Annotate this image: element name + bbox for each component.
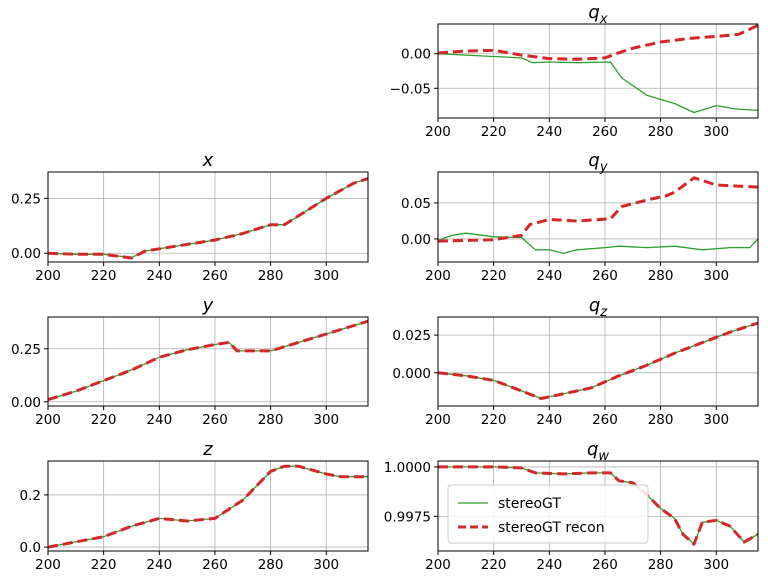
legend-box (447, 484, 649, 544)
x-tick-label: 220 (91, 557, 117, 573)
x-tick-label: 300 (703, 557, 729, 573)
subplot-qx: 200 220 240 260 280 300 0.00 −0.05 qx (390, 2, 759, 140)
x-tick-label: 200 (425, 124, 451, 140)
y-tick-label: −0.05 (390, 81, 431, 97)
x-tick-label: 300 (703, 124, 729, 140)
x-tick-label: 280 (258, 268, 284, 284)
subplot-qw: 200 220 240 260 280 300 1.0000 0.9975 qw stereoGT… (384, 439, 759, 573)
x-tick-label: 200 (35, 268, 61, 284)
x-tick-label: 200 (425, 268, 451, 284)
x-tick-label: 260 (202, 268, 228, 284)
series-line-recon (48, 464, 368, 549)
x-tick-label: 260 (592, 412, 618, 428)
x-tick-label: 260 (202, 557, 228, 573)
series-line-gt (438, 322, 758, 400)
x-tick-label: 260 (592, 268, 618, 284)
legend-label: stereoGT (498, 496, 561, 512)
x-tick-label: 240 (146, 268, 172, 284)
legend: stereoGT stereoGT recon (447, 484, 649, 544)
subplot-qz: 200 220 240 260 280 300 0.025 0.000 qz (392, 295, 759, 428)
x-tick-label: 280 (648, 124, 674, 140)
x-tick-label: 240 (146, 557, 172, 573)
x-tick-label: 300 (313, 557, 339, 573)
series-line-gt (438, 232, 758, 255)
series-line-recon (48, 319, 368, 402)
subplot-qy: 200 220 240 260 280 300 0.05 0.00 qy (401, 150, 759, 284)
x-tick-label: 260 (202, 412, 228, 428)
subplot-title: qx (588, 2, 607, 27)
y-tick-label: 0.00 (11, 246, 41, 262)
y-tick-label: 0.9975 (384, 509, 431, 525)
y-tick-label: 0.05 (401, 196, 431, 212)
x-tick-label: 220 (481, 268, 507, 284)
series-line-gt (48, 465, 368, 548)
legend-label: stereoGT recon (498, 520, 605, 536)
x-tick-label: 300 (703, 268, 729, 284)
x-tick-label: 220 (481, 124, 507, 140)
x-tick-label: 240 (536, 268, 562, 284)
plot-frame (47, 316, 369, 407)
x-tick-label: 280 (648, 268, 674, 284)
plot-frame (47, 171, 369, 263)
plot-frame (437, 171, 759, 263)
x-tick-label: 280 (258, 412, 284, 428)
x-tick-label: 220 (481, 557, 507, 573)
series-line-gt (48, 320, 368, 401)
series-line-recon (438, 24, 758, 61)
subplot-y: 200 220 240 260 280 300 0.25 0.00 y (11, 295, 369, 428)
series-line-gt (438, 53, 758, 114)
x-tick-label: 220 (91, 268, 117, 284)
x-tick-label: 240 (536, 124, 562, 140)
y-tick-label: 0.2 (20, 488, 41, 504)
series-line-recon (438, 176, 758, 243)
x-tick-label: 240 (146, 412, 172, 428)
subplot-title: qy (588, 150, 607, 175)
plot-frame (437, 460, 759, 552)
y-tick-label: 0.00 (401, 47, 431, 63)
x-tick-label: 240 (536, 557, 562, 573)
plot-frame (437, 316, 759, 407)
series-line-recon (438, 321, 758, 400)
x-tick-label: 260 (592, 557, 618, 573)
subplot-x: 200 220 240 260 280 300 0.25 0.00 x (11, 150, 369, 284)
x-tick-label: 200 (35, 412, 61, 428)
x-tick-label: 280 (648, 557, 674, 573)
x-tick-label: 200 (425, 557, 451, 573)
x-tick-label: 280 (258, 557, 284, 573)
x-tick-label: 300 (703, 412, 729, 428)
x-tick-label: 280 (648, 412, 674, 428)
y-tick-label: 0.025 (392, 328, 431, 344)
y-tick-label: 0.00 (11, 395, 41, 411)
x-tick-label: 200 (425, 412, 451, 428)
x-tick-label: 300 (313, 412, 339, 428)
subplot-title: z (202, 439, 213, 460)
subplot-title: qz (589, 295, 608, 320)
x-tick-label: 240 (536, 412, 562, 428)
subplot-title: x (202, 150, 214, 171)
plot-frame (47, 460, 369, 552)
subplot-z: 200 220 240 260 280 300 0.2 0.0 z (20, 439, 369, 573)
x-tick-label: 220 (481, 412, 507, 428)
y-tick-label: 0.000 (392, 366, 431, 382)
y-tick-label: 0.00 (401, 232, 431, 248)
y-tick-label: 0.25 (11, 191, 41, 207)
y-tick-label: 1.0000 (384, 460, 431, 476)
series-line-gt (48, 177, 368, 259)
subplot-title: qw (587, 439, 609, 464)
y-tick-label: 0.25 (11, 342, 41, 358)
x-tick-label: 220 (91, 412, 117, 428)
x-tick-label: 260 (592, 124, 618, 140)
x-tick-label: 200 (35, 557, 61, 573)
subplot-title: y (202, 295, 214, 316)
x-tick-label: 300 (313, 268, 339, 284)
series-line-recon (48, 177, 368, 260)
y-tick-label: 0.0 (20, 540, 41, 556)
plot-frame (437, 23, 759, 119)
